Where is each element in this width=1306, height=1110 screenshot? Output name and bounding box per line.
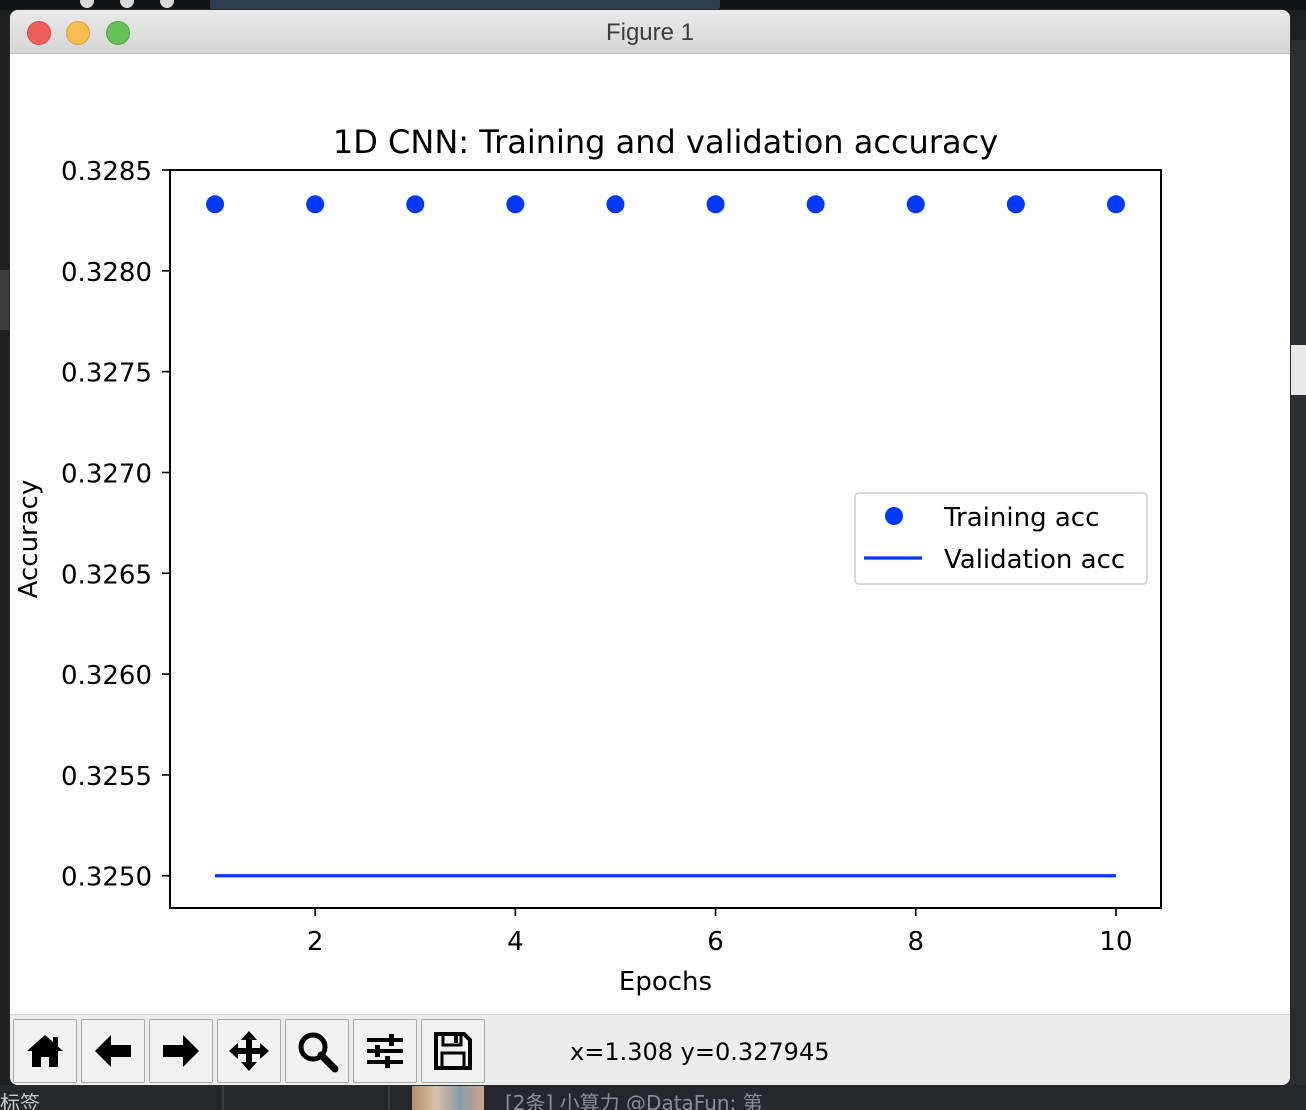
sliders-icon — [367, 1034, 403, 1068]
x-tick-label: 8 — [907, 927, 924, 957]
forward-button[interactable] — [149, 1019, 213, 1083]
legend-entry-label: Validation acc — [944, 545, 1125, 575]
desktop-thumbnail — [412, 1085, 484, 1110]
arrow-right-icon — [163, 1035, 199, 1067]
back-button[interactable] — [81, 1019, 145, 1083]
zoom-button[interactable] — [285, 1019, 349, 1083]
chart[interactable]: 1D CNN: Training and validation accuracy… — [10, 54, 1290, 1014]
training-acc-point — [506, 195, 525, 214]
desktop-separator — [222, 1085, 224, 1110]
training-acc-point — [406, 195, 425, 214]
training-acc-point — [1006, 195, 1025, 214]
close-window-button[interactable] — [27, 21, 51, 45]
x-axis-label: Epochs — [619, 967, 712, 997]
home-button[interactable] — [13, 1019, 77, 1083]
plot-area-frame — [169, 169, 1162, 909]
desktop-separator — [388, 1085, 390, 1110]
maximize-window-button[interactable] — [106, 21, 130, 45]
y-tick-label: 0.3250 — [61, 863, 152, 893]
save-button[interactable] — [421, 1019, 485, 1083]
x-tick-label: 2 — [307, 927, 324, 957]
desktop-bottom-strip: 标签 [2条] 小算力 @DataFun: 第 — [0, 1085, 1306, 1110]
y-tick-label: 0.3275 — [61, 359, 152, 389]
move-arrows-icon — [229, 1031, 269, 1071]
desktop-right-edge — [1290, 40, 1306, 1110]
cursor-coordinates: x=1.308 y=0.327945 — [570, 1038, 830, 1066]
minimize-window-button[interactable] — [66, 21, 90, 45]
legend-box — [854, 492, 1148, 585]
desktop-right-strip — [1290, 345, 1306, 395]
desktop-dot-icon — [160, 0, 174, 8]
training-acc-point — [306, 195, 325, 214]
training-acc-point — [606, 195, 625, 214]
desktop-left-edge — [0, 270, 10, 330]
legend-entry-label: Training acc — [943, 503, 1099, 533]
y-tick-label: 0.3270 — [61, 459, 152, 489]
magnifier-icon — [298, 1032, 339, 1073]
x-tick-label: 10 — [1099, 927, 1132, 957]
figure-canvas[interactable]: 1D CNN: Training and validation accuracy… — [10, 54, 1290, 1014]
figure-window: Figure 1 1D CNN: Training and validation… — [10, 10, 1290, 1085]
desktop-dot-icon — [120, 0, 134, 8]
training-acc-point — [206, 195, 225, 214]
floppy-disk-icon — [434, 1032, 472, 1070]
training-acc-point — [1106, 195, 1125, 214]
desktop-bottom-label: 标签 — [0, 1091, 40, 1110]
title-bar[interactable]: Figure 1 — [10, 10, 1290, 54]
training-acc-point — [706, 195, 725, 214]
y-tick-label: 0.3285 — [61, 157, 152, 187]
arrow-left-icon — [95, 1035, 131, 1067]
y-tick-label: 0.3280 — [61, 258, 152, 288]
home-icon — [27, 1035, 63, 1067]
x-tick-label: 4 — [507, 927, 524, 957]
window-title: Figure 1 — [605, 19, 695, 46]
y-tick-label: 0.3265 — [61, 560, 152, 590]
x-tick-label: 6 — [707, 927, 724, 957]
y-tick-label: 0.3255 — [61, 762, 152, 792]
pan-button[interactable] — [217, 1019, 281, 1083]
configure-subplots-button[interactable] — [353, 1019, 417, 1083]
desktop-background-tab — [80, 0, 720, 10]
y-tick-label: 0.3260 — [61, 661, 152, 691]
chart-title: 1D CNN: Training and validation accuracy — [333, 123, 998, 161]
desktop-news-text: [2条] 小算力 @DataFun: 第 — [505, 1091, 763, 1110]
navigation-toolbar: x=1.308 y=0.327945 — [10, 1014, 1290, 1085]
y-axis-label: Accuracy — [14, 480, 44, 599]
desktop-dot-icon — [80, 0, 94, 8]
legend-marker-swatch — [885, 507, 903, 525]
training-acc-point — [906, 195, 925, 214]
training-acc-point — [806, 195, 825, 214]
